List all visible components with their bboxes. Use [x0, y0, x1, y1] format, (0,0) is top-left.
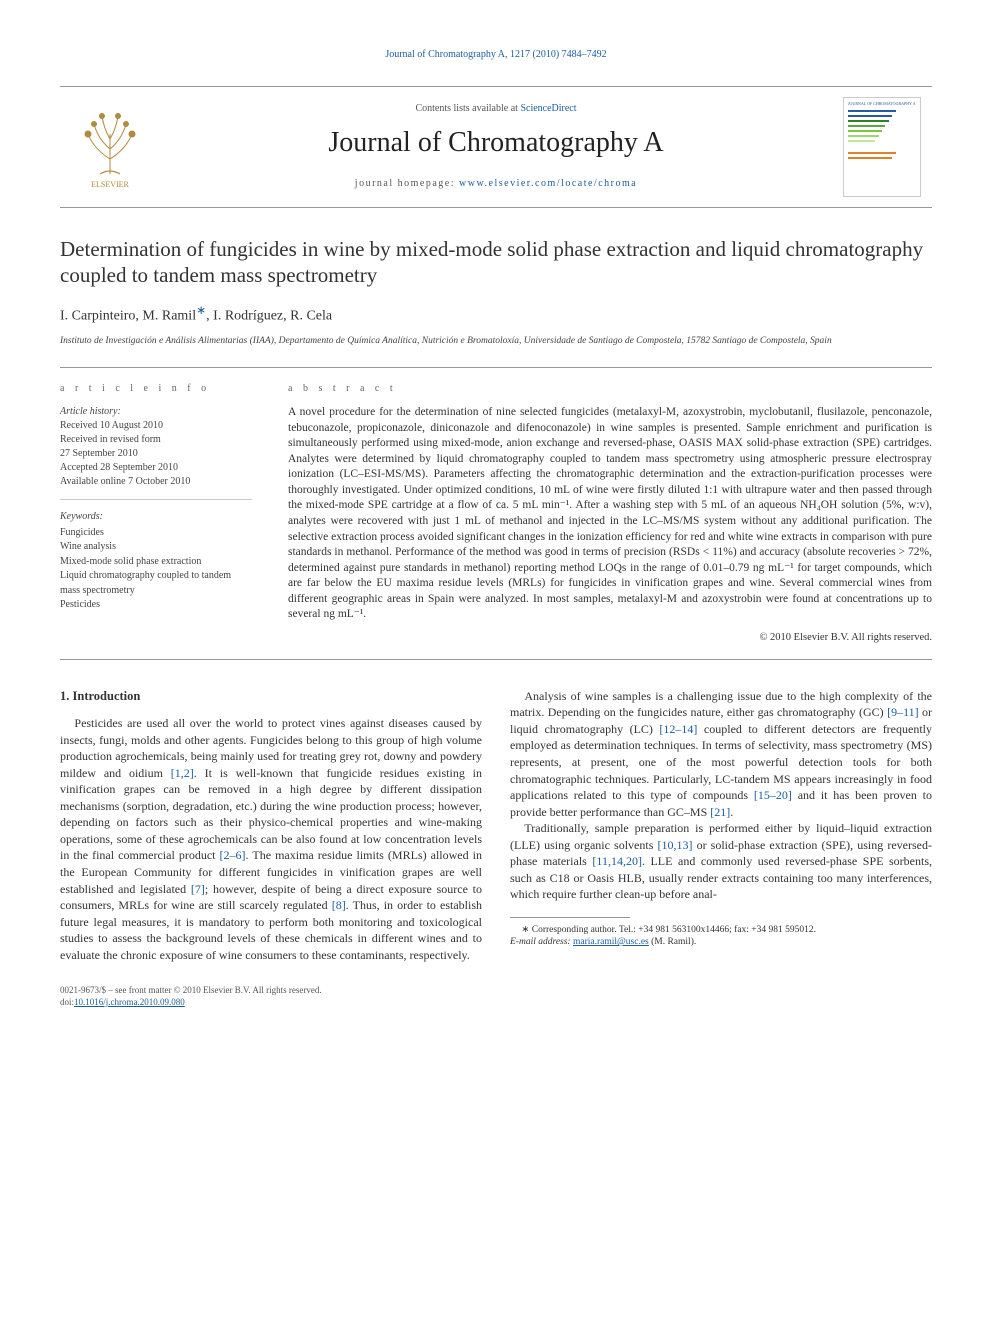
footnote-text: Corresponding author. Tel.: +34 981 5631… — [529, 925, 816, 935]
citation-link[interactable]: [10,13] — [657, 838, 692, 852]
issn-line: 0021-9673/$ – see front matter © 2010 El… — [60, 985, 932, 997]
keyword: Wine analysis — [60, 540, 252, 555]
email-label: E-mail address: — [510, 937, 573, 947]
citation-link[interactable]: [7] — [191, 882, 205, 896]
keyword: Pesticides — [60, 598, 252, 613]
abstract-column: a b s t r a c t A novel procedure for th… — [270, 368, 932, 659]
journal-name: Journal of Chromatography A — [160, 124, 832, 162]
homepage-link[interactable]: www.elsevier.com/locate/chroma — [459, 178, 637, 189]
doi-prefix: doi: — [60, 997, 74, 1007]
elsevier-tree-icon: ELSEVIER — [74, 104, 146, 190]
citation-link[interactable]: [11,14,20] — [592, 854, 642, 868]
keyword: Fungicides — [60, 526, 252, 541]
homepage-prefix: journal homepage: — [355, 178, 459, 189]
citation-link[interactable]: [1,2] — [171, 766, 194, 780]
paragraph: Analysis of wine samples is a challengin… — [510, 688, 932, 820]
article-title: Determination of fungicides in wine by m… — [60, 236, 932, 289]
contents-available: Contents lists available at ScienceDirec… — [160, 102, 832, 116]
masthead: ELSEVIER Contents lists available at Sci… — [60, 86, 932, 208]
article-info-heading: a r t i c l e i n f o — [60, 382, 252, 396]
corresponding-footnote: ∗ Corresponding author. Tel.: +34 981 56… — [510, 924, 932, 949]
article-info-column: a r t i c l e i n f o Article history: R… — [60, 368, 270, 659]
sciencedirect-link[interactable]: ScienceDirect — [520, 103, 576, 114]
corresponding-mark: ∗ — [196, 303, 206, 317]
keyword: Mixed-mode solid phase extraction — [60, 555, 252, 570]
footnote-separator — [510, 917, 630, 918]
paragraph: Pesticides are used all over the world t… — [60, 715, 482, 963]
contents-prefix: Contents lists available at — [415, 103, 520, 114]
history-line: Received in revised form — [60, 433, 252, 447]
history-line: Received 10 August 2010 — [60, 419, 252, 433]
section-heading: 1. Introduction — [60, 688, 482, 705]
authors-before-corr: I. Carpinteiro, M. Ramil — [60, 309, 196, 324]
text-run: . — [730, 805, 733, 819]
footnote-after: (M. Ramil). — [649, 937, 697, 947]
history-line: Available online 7 October 2010 — [60, 475, 252, 489]
abstract-heading: a b s t r a c t — [288, 382, 932, 396]
citation-link[interactable]: [12–14] — [659, 722, 697, 736]
section-number: 1. — [60, 689, 69, 703]
publisher-logo: ELSEVIER — [60, 104, 160, 190]
citation-link[interactable]: [8] — [332, 898, 346, 912]
citation-link[interactable]: [2–6] — [220, 848, 246, 862]
keywords-label: Keywords: — [60, 510, 252, 524]
cover-title: JOURNAL OF CHROMATOGRAPHY A — [848, 102, 916, 106]
authors-after-corr: , I. Rodríguez, R. Cela — [206, 309, 332, 324]
history-label: Article history: — [60, 405, 252, 419]
bottom-meta: 0021-9673/$ – see front matter © 2010 El… — [60, 985, 932, 1008]
keywords-list: Fungicides Wine analysis Mixed-mode soli… — [60, 526, 252, 613]
citation-link[interactable]: [15–20] — [754, 788, 792, 802]
affiliation: Instituto de Investigación e Análisis Al… — [60, 335, 932, 347]
abstract-copyright: © 2010 Elsevier B.V. All rights reserved… — [288, 631, 932, 645]
doi-link[interactable]: 10.1016/j.chroma.2010.09.080 — [74, 997, 185, 1007]
history-line: Accepted 28 September 2010 — [60, 461, 252, 475]
body-text: 1. Introduction Pesticides are used all … — [60, 688, 932, 963]
elsevier-label: ELSEVIER — [91, 180, 129, 189]
history-line: 27 September 2010 — [60, 447, 252, 461]
journal-homepage: journal homepage: www.elsevier.com/locat… — [160, 177, 832, 191]
text-run: Analysis of wine samples is a challengin… — [510, 689, 932, 720]
abstract-text: A novel procedure for the determination … — [288, 405, 932, 622]
authors: I. Carpinteiro, M. Ramil∗, I. Rodríguez,… — [60, 302, 932, 327]
citation-link[interactable]: [21] — [710, 805, 730, 819]
citation-link[interactable]: [9–11] — [887, 705, 919, 719]
section-title: Introduction — [73, 689, 141, 703]
running-head: Journal of Chromatography A, 1217 (2010)… — [60, 48, 932, 62]
email-link[interactable]: maria.ramil@usc.es — [573, 937, 649, 947]
journal-cover-thumb: JOURNAL OF CHROMATOGRAPHY A — [832, 97, 932, 197]
keyword: Liquid chromatography coupled to tandem … — [60, 569, 252, 598]
paragraph: Traditionally, sample preparation is per… — [510, 820, 932, 903]
